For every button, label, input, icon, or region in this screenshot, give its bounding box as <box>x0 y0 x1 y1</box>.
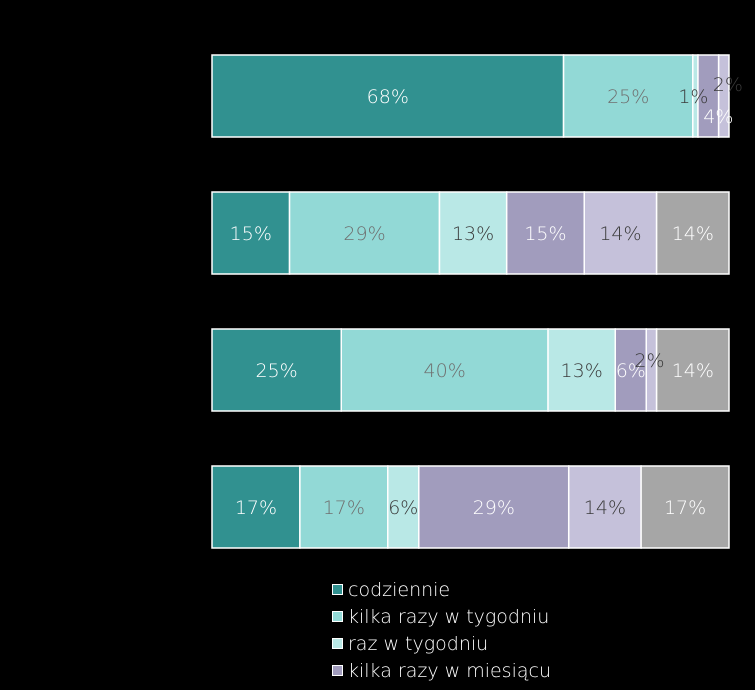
legend: codziennie kilka razy w tygodniu raz w tyg… <box>332 576 752 684</box>
data-label: 25% <box>256 360 298 382</box>
data-label: 6% <box>616 360 646 382</box>
data-label: 13% <box>561 360 603 382</box>
data-label: 29% <box>473 497 515 519</box>
legend-item: kilka razy w tygodniu <box>332 603 752 630</box>
data-label: 14% <box>599 223 641 245</box>
data-label: 40% <box>424 360 466 382</box>
legend-swatch-icon <box>332 638 343 649</box>
data-label: 68% <box>367 86 409 108</box>
data-label: 17% <box>235 497 277 519</box>
data-label: 17% <box>323 497 365 519</box>
bar-segment <box>655 328 730 412</box>
data-label: 1% <box>678 86 708 108</box>
bar-segment <box>211 54 565 138</box>
bar-segment <box>547 328 617 412</box>
data-label: 15% <box>524 223 566 245</box>
bar-segment <box>640 465 730 549</box>
legend-label: kilka razy w miesiącu <box>348 659 551 682</box>
bars-group <box>211 54 730 549</box>
data-label: 6% <box>388 497 418 519</box>
bar-segment <box>655 191 730 275</box>
bar-segment <box>340 328 549 412</box>
bar-segment <box>387 465 420 549</box>
data-labels-group: 68% 25% 1%4% 2% 15% 29% 13% 15% 14% 14% 25% 40% 13% 6… <box>230 74 743 519</box>
bar-segment <box>211 191 291 275</box>
bar-segment <box>211 465 301 549</box>
data-label: 25% <box>607 86 649 108</box>
data-label: 13% <box>452 223 494 245</box>
data-label: 4% <box>703 106 733 128</box>
data-label: 17% <box>664 497 706 519</box>
data-label: 14% <box>672 360 714 382</box>
legend-item: raz w tygodniu <box>332 630 752 657</box>
data-label: 29% <box>343 223 385 245</box>
bar-segment <box>211 328 342 412</box>
bar-segment <box>418 465 570 549</box>
data-label: 2% <box>713 74 743 96</box>
legend-label: codziennie <box>348 578 451 601</box>
legend-swatch-icon <box>332 584 343 595</box>
legend-item: kilka razy w miesiącu <box>332 657 752 684</box>
data-label: 15% <box>230 223 272 245</box>
data-label: 2% <box>634 350 664 372</box>
bar-segment <box>299 465 389 549</box>
bar-segment <box>717 54 730 138</box>
bar-segment <box>567 465 642 549</box>
legend-label: raz w tygodniu <box>348 632 489 655</box>
legend-label: kilka razy w tygodniu <box>348 605 550 628</box>
legend-swatch-icon <box>332 611 343 622</box>
legend-swatch-icon <box>332 665 343 676</box>
bar-segment <box>438 191 508 275</box>
legend-item: codziennie <box>332 576 752 603</box>
data-label: 14% <box>672 223 714 245</box>
bar-segment <box>583 191 658 275</box>
bar-segment <box>505 191 585 275</box>
data-label: 14% <box>584 497 626 519</box>
bar-segment <box>562 54 694 138</box>
